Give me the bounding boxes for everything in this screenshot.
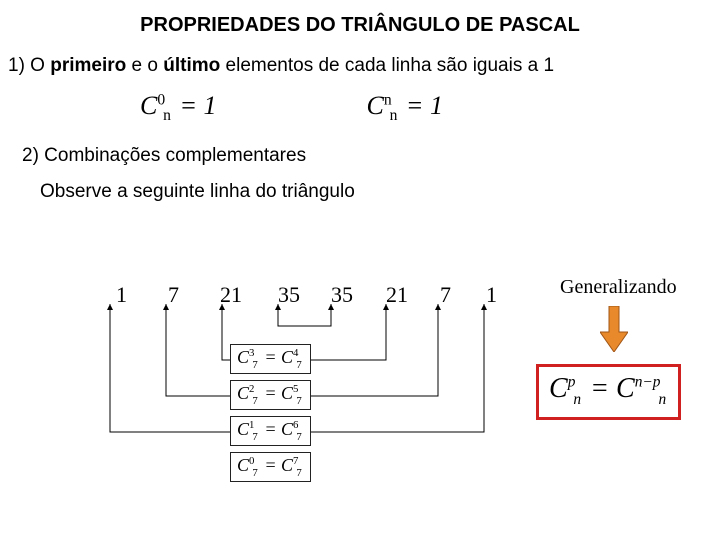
complement-eq-box: C07 = C77 — [230, 452, 311, 482]
formula2-eq: = 1 — [399, 91, 443, 120]
property-2-text: 2) Combinações complementares — [22, 145, 720, 167]
formula1-sup: 0 — [157, 91, 165, 108]
prop1-mid: e o — [126, 55, 163, 76]
prop1-suffix: elementos de cada linha são iguais a 1 — [220, 55, 554, 76]
gen-right-sub: n — [658, 391, 666, 408]
complement-eq-box: C17 = C67 — [230, 416, 311, 446]
formula1-base: C — [140, 91, 157, 120]
property-1-text: 1) O primeiro e o último elementos de ca… — [8, 55, 720, 77]
complement-eq-box: C27 = C57 — [230, 380, 311, 410]
gen-left-sup: p — [568, 374, 576, 391]
prop1-prefix: 1) O — [8, 55, 50, 76]
formula2-sup: n — [384, 91, 392, 108]
observe-text: Observe a seguinte linha do triângulo — [40, 181, 720, 203]
gen-right-sup: n−p — [635, 374, 661, 391]
generalizando-label: Generalizando — [560, 276, 677, 299]
formula-c-n-0: C0n = 1 — [140, 91, 216, 125]
formula1-sub: n — [163, 107, 171, 124]
formulas-row: C0n = 1 Cnn = 1 — [140, 91, 720, 125]
formula-c-n-n: Cnn = 1 — [366, 91, 442, 125]
general-formula-box: Cpn = Cn−pn — [536, 364, 681, 420]
gen-right-base: C — [616, 373, 635, 404]
formula2-base: C — [366, 91, 383, 120]
page-title: PROPRIEDADES DO TRIÂNGULO DE PASCAL — [0, 14, 720, 37]
gen-left-sub: n — [573, 391, 581, 408]
formula2-sub: n — [390, 107, 398, 124]
complement-eq-box: C37 = C47 — [230, 344, 311, 374]
arrow-down-icon — [600, 306, 628, 352]
prop1-bold1: primeiro — [50, 55, 126, 76]
gen-eq-sign: = — [590, 373, 616, 404]
prop1-bold2: último — [163, 55, 220, 76]
gen-left-base: C — [549, 373, 568, 404]
formula1-eq: = 1 — [173, 91, 217, 120]
